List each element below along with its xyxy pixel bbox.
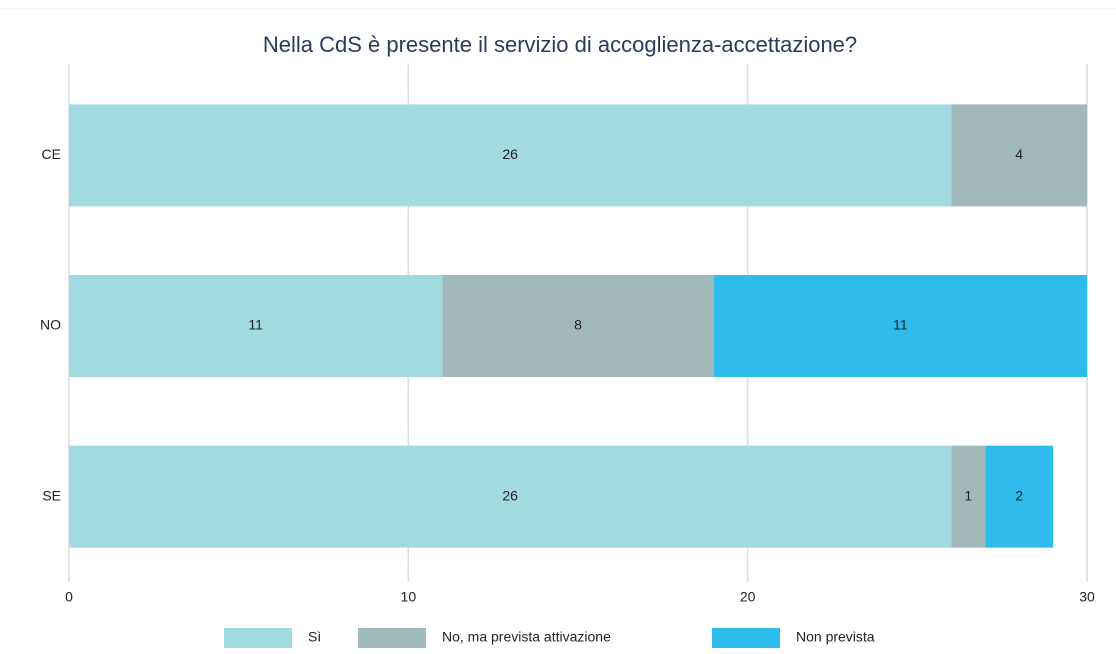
bar-segment (985, 445, 1054, 548)
bar-segment (951, 445, 986, 548)
legend-label: Sì (308, 629, 321, 645)
x-tick-label: 0 (65, 589, 73, 605)
y-tick-label: CE (42, 146, 61, 162)
bar-segment (442, 275, 714, 377)
x-tick-label: 20 (740, 589, 756, 605)
data-label: 26 (502, 146, 518, 162)
y-tick-label: SE (42, 487, 61, 503)
bar-segment (69, 275, 443, 377)
chart-title: Nella CdS è presente il servizio di acco… (263, 32, 857, 57)
bar-segment (69, 104, 952, 207)
bar-segment (951, 104, 1087, 207)
bar-segment (713, 275, 1087, 377)
data-label: 8 (574, 317, 582, 333)
legend-label: Non prevista (796, 629, 875, 645)
y-tick-label: NO (40, 317, 61, 333)
legend-swatch (224, 628, 292, 648)
legend-label: No, ma prevista attivazione (442, 629, 611, 645)
data-label: 11 (248, 317, 263, 333)
data-label: 11 (893, 317, 908, 333)
data-label: 1 (964, 487, 972, 503)
legend-swatch (712, 628, 780, 648)
bar-segment (69, 445, 952, 548)
data-label: 2 (1015, 487, 1023, 503)
x-tick-label: 10 (401, 589, 417, 605)
data-label: 4 (1015, 146, 1023, 162)
x-tick-label: 30 (1079, 589, 1095, 605)
data-label: 26 (502, 487, 518, 503)
legend-swatch (358, 628, 426, 648)
